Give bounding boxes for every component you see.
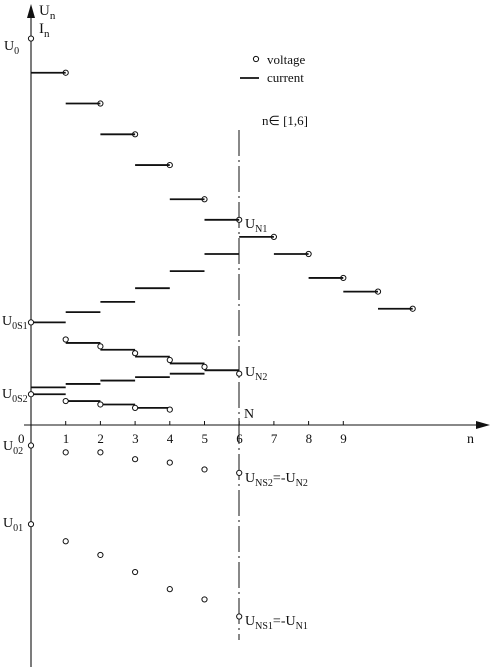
voltage-point — [132, 404, 139, 411]
voltage-point — [62, 538, 69, 545]
y-axis-label-i: I — [39, 21, 44, 37]
voltage-point — [27, 319, 35, 326]
voltage-point — [166, 356, 173, 364]
x-tick-label: 3 — [132, 431, 139, 446]
voltage-point — [166, 406, 173, 413]
voltage-point — [201, 363, 208, 370]
legend-voltage-label: voltage — [267, 52, 305, 67]
x-tick-label: 7 — [271, 431, 278, 446]
annotation-n: N — [244, 407, 254, 422]
y-axis-label-i-sub: n — [44, 28, 50, 40]
x-axis-label: n — [467, 432, 474, 447]
y-label-u01: U01 — [3, 516, 23, 534]
voltage-point — [166, 586, 173, 593]
voltage-point — [201, 466, 208, 473]
voltage-point — [97, 401, 104, 408]
annotation-uns1: UNS1=-UN1 — [245, 614, 308, 632]
voltage-point — [27, 35, 35, 42]
y-axis-arrow-icon — [27, 4, 35, 18]
x-tick-label: 2 — [97, 431, 104, 446]
y-label-u0: U0 — [4, 39, 19, 57]
voltage-point — [132, 568, 139, 576]
y-label-u02: U02 — [3, 439, 23, 457]
x-tick-label: 9 — [340, 431, 347, 446]
voltage-point — [62, 449, 69, 456]
voltage-point — [97, 551, 104, 559]
x-tick-label: 4 — [167, 431, 174, 446]
voltage-point — [166, 459, 173, 466]
y-axis-title: Un — [39, 3, 56, 22]
voltage-point — [62, 336, 69, 343]
range-annotation: n∈ [1,6] — [262, 113, 308, 128]
voltage-point — [62, 397, 69, 405]
voltage-point — [201, 596, 208, 603]
y-axis-subtitle: In — [39, 21, 50, 40]
voltage-point — [27, 442, 35, 449]
legend: voltage current — [240, 52, 305, 85]
marks — [27, 35, 416, 620]
voltage-point — [97, 449, 104, 456]
x-tick-label: 8 — [306, 431, 313, 446]
x-ticks: 0 1 2 3 4 5 6 7 8 9 — [18, 421, 347, 446]
voltage-point — [132, 456, 139, 463]
voltage-point — [132, 350, 139, 357]
voltage-point — [97, 343, 104, 350]
x-tick-label: 0 — [18, 431, 25, 446]
x-axis-arrow-icon — [476, 421, 490, 429]
voltage-point — [27, 521, 35, 528]
x-tick-label: 6 — [236, 431, 243, 446]
y-label-u0s2: U0S2 — [2, 387, 28, 405]
legend-current-label: current — [267, 70, 304, 85]
y-axis-label-u: U — [39, 3, 50, 19]
annotation-un2: UN2 — [245, 365, 267, 383]
y-label-u0s1: U0S1 — [2, 314, 28, 332]
annotation-uns2: UNS2=-UN2 — [245, 471, 308, 489]
x-tick-label: 1 — [63, 431, 69, 446]
legend-voltage-icon — [252, 55, 260, 63]
x-tick-label: 5 — [202, 431, 209, 446]
voltage-point — [236, 370, 243, 377]
voltage-point — [236, 613, 243, 620]
annotation-un1: UN1 — [245, 217, 267, 235]
y-axis-label-u-sub: n — [50, 10, 56, 22]
voltage-point — [236, 469, 243, 476]
voltage-point — [27, 391, 35, 398]
